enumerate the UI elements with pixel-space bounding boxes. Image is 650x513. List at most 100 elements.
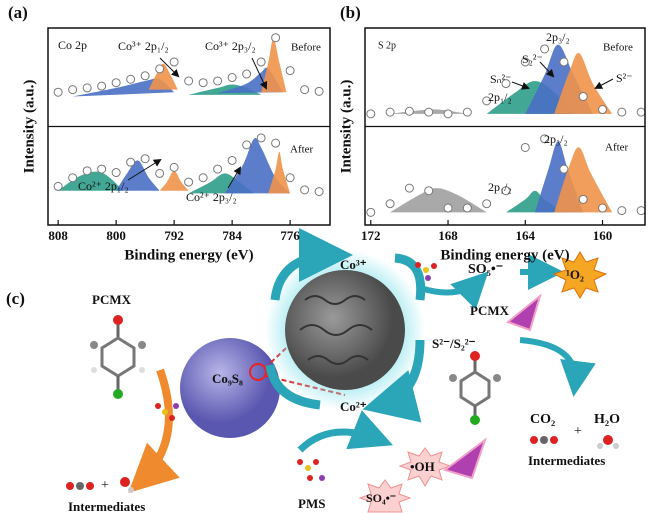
- data-point: [69, 86, 77, 94]
- data-point: [214, 165, 222, 173]
- label: CO₂: [530, 412, 555, 427]
- data-point: [228, 74, 236, 82]
- data-point: [405, 107, 413, 115]
- data-point: [170, 58, 178, 66]
- data-point: [257, 58, 265, 66]
- catalyst-sphere: [180, 338, 280, 438]
- annotations-a: (a) Co 2p Co³⁺ 2p₁/₂ Co³⁺ 2p₃/₂ Before A…: [8, 3, 321, 204]
- x-axis-title: Binding energy (eV): [440, 247, 569, 263]
- data-point: [637, 108, 645, 116]
- data-point: [444, 110, 452, 118]
- data-point: [560, 165, 568, 173]
- chart: 808 800 792 784 776 Binding energy (eV) Intens…: [21, 28, 330, 263]
- data-point: [386, 108, 394, 116]
- data-point: [185, 77, 193, 85]
- x-tick-label: 776: [280, 228, 300, 243]
- annotation: Co²⁺ 2p₃/₂: [186, 190, 237, 204]
- annotation: S²⁻: [616, 71, 633, 85]
- fit-peak: [261, 39, 286, 93]
- data-point: [463, 204, 471, 212]
- y-axis-title: Intensity (a.u.): [21, 80, 37, 174]
- data-point: [185, 178, 193, 186]
- annotation: 2p₁/₂: [488, 90, 512, 104]
- data-point: [521, 143, 529, 151]
- data-point: [170, 163, 178, 171]
- cone: [508, 296, 540, 330]
- data-point: [425, 108, 433, 116]
- panel-label: (c): [6, 289, 25, 308]
- data-point: [156, 169, 164, 177]
- annotation: Co²⁺ 2p₁/₂: [78, 179, 129, 193]
- data-point: [112, 79, 120, 87]
- x-axis-title: Binding energy (eV): [124, 247, 253, 263]
- data-point: [54, 182, 62, 190]
- label: Co²⁺: [340, 399, 367, 414]
- data-point: [83, 84, 91, 92]
- data-point: [156, 65, 164, 73]
- data-point: [286, 67, 294, 75]
- label: +: [574, 424, 582, 439]
- data-point: [301, 86, 309, 94]
- x-tick-label: 808: [48, 228, 68, 243]
- data-point: [599, 106, 607, 114]
- data-point: [228, 156, 236, 164]
- arrow: [520, 340, 575, 385]
- label: Intermediates: [528, 453, 605, 468]
- annotation: S₂²⁻: [522, 52, 543, 66]
- x-tick-label: 160: [593, 228, 613, 243]
- annotation: 2p₃/₂: [544, 132, 568, 146]
- x-tick-label: 164: [516, 228, 536, 243]
- sem-sphere: [285, 270, 405, 390]
- label: ¹O₂: [566, 267, 584, 282]
- annotation: Co³⁺ 2p₁/₂: [118, 39, 169, 53]
- arrow: [300, 432, 380, 450]
- data-point: [579, 195, 587, 203]
- molecule: [90, 315, 146, 399]
- data-point: [315, 188, 323, 196]
- data-point: [243, 70, 251, 78]
- annotation: Before: [603, 42, 633, 54]
- molecule: [449, 351, 501, 425]
- figure: (c) PCMX + Intermediates Co₉S₈: [0, 0, 650, 513]
- x-tick-label: 792: [164, 228, 184, 243]
- x-tick-label: 172: [361, 228, 381, 243]
- annotation: After: [290, 144, 314, 156]
- x-tick-label: 168: [438, 228, 458, 243]
- label: S²⁻/S₂²⁻: [432, 336, 476, 351]
- data-point: [618, 108, 626, 116]
- label: PMS: [298, 496, 325, 511]
- molecule: [297, 459, 325, 481]
- data-point: [483, 200, 491, 208]
- data-point: [69, 174, 77, 182]
- data-point: [83, 167, 91, 175]
- molecule: [66, 477, 134, 493]
- data-point: [98, 82, 106, 90]
- data-point: [618, 207, 626, 215]
- arrow: [596, 79, 613, 88]
- data-point: [141, 155, 149, 163]
- data-point: [560, 58, 568, 66]
- label: SO₅•⁻: [468, 262, 503, 277]
- x-tick-label: 800: [106, 228, 126, 243]
- data-point: [579, 93, 587, 101]
- cone: [445, 440, 485, 478]
- data-point: [54, 88, 62, 96]
- data-point: [214, 77, 222, 85]
- data-point: [405, 184, 413, 192]
- arrow: [420, 280, 480, 293]
- data-point: [367, 110, 375, 118]
- data-point: [367, 208, 375, 216]
- label: •OH: [410, 459, 435, 474]
- annotation: Before: [291, 42, 321, 54]
- label: PCMX: [470, 303, 510, 318]
- data-point: [127, 75, 135, 83]
- label: Co₉S₈: [212, 371, 243, 386]
- data-point: [257, 134, 265, 142]
- annotation: Co 2p: [58, 38, 87, 52]
- x-tick-label: 784: [222, 228, 242, 243]
- data-point: [272, 139, 280, 147]
- label: H₂O: [594, 412, 620, 427]
- data-point: [98, 165, 106, 173]
- data-point: [599, 204, 607, 212]
